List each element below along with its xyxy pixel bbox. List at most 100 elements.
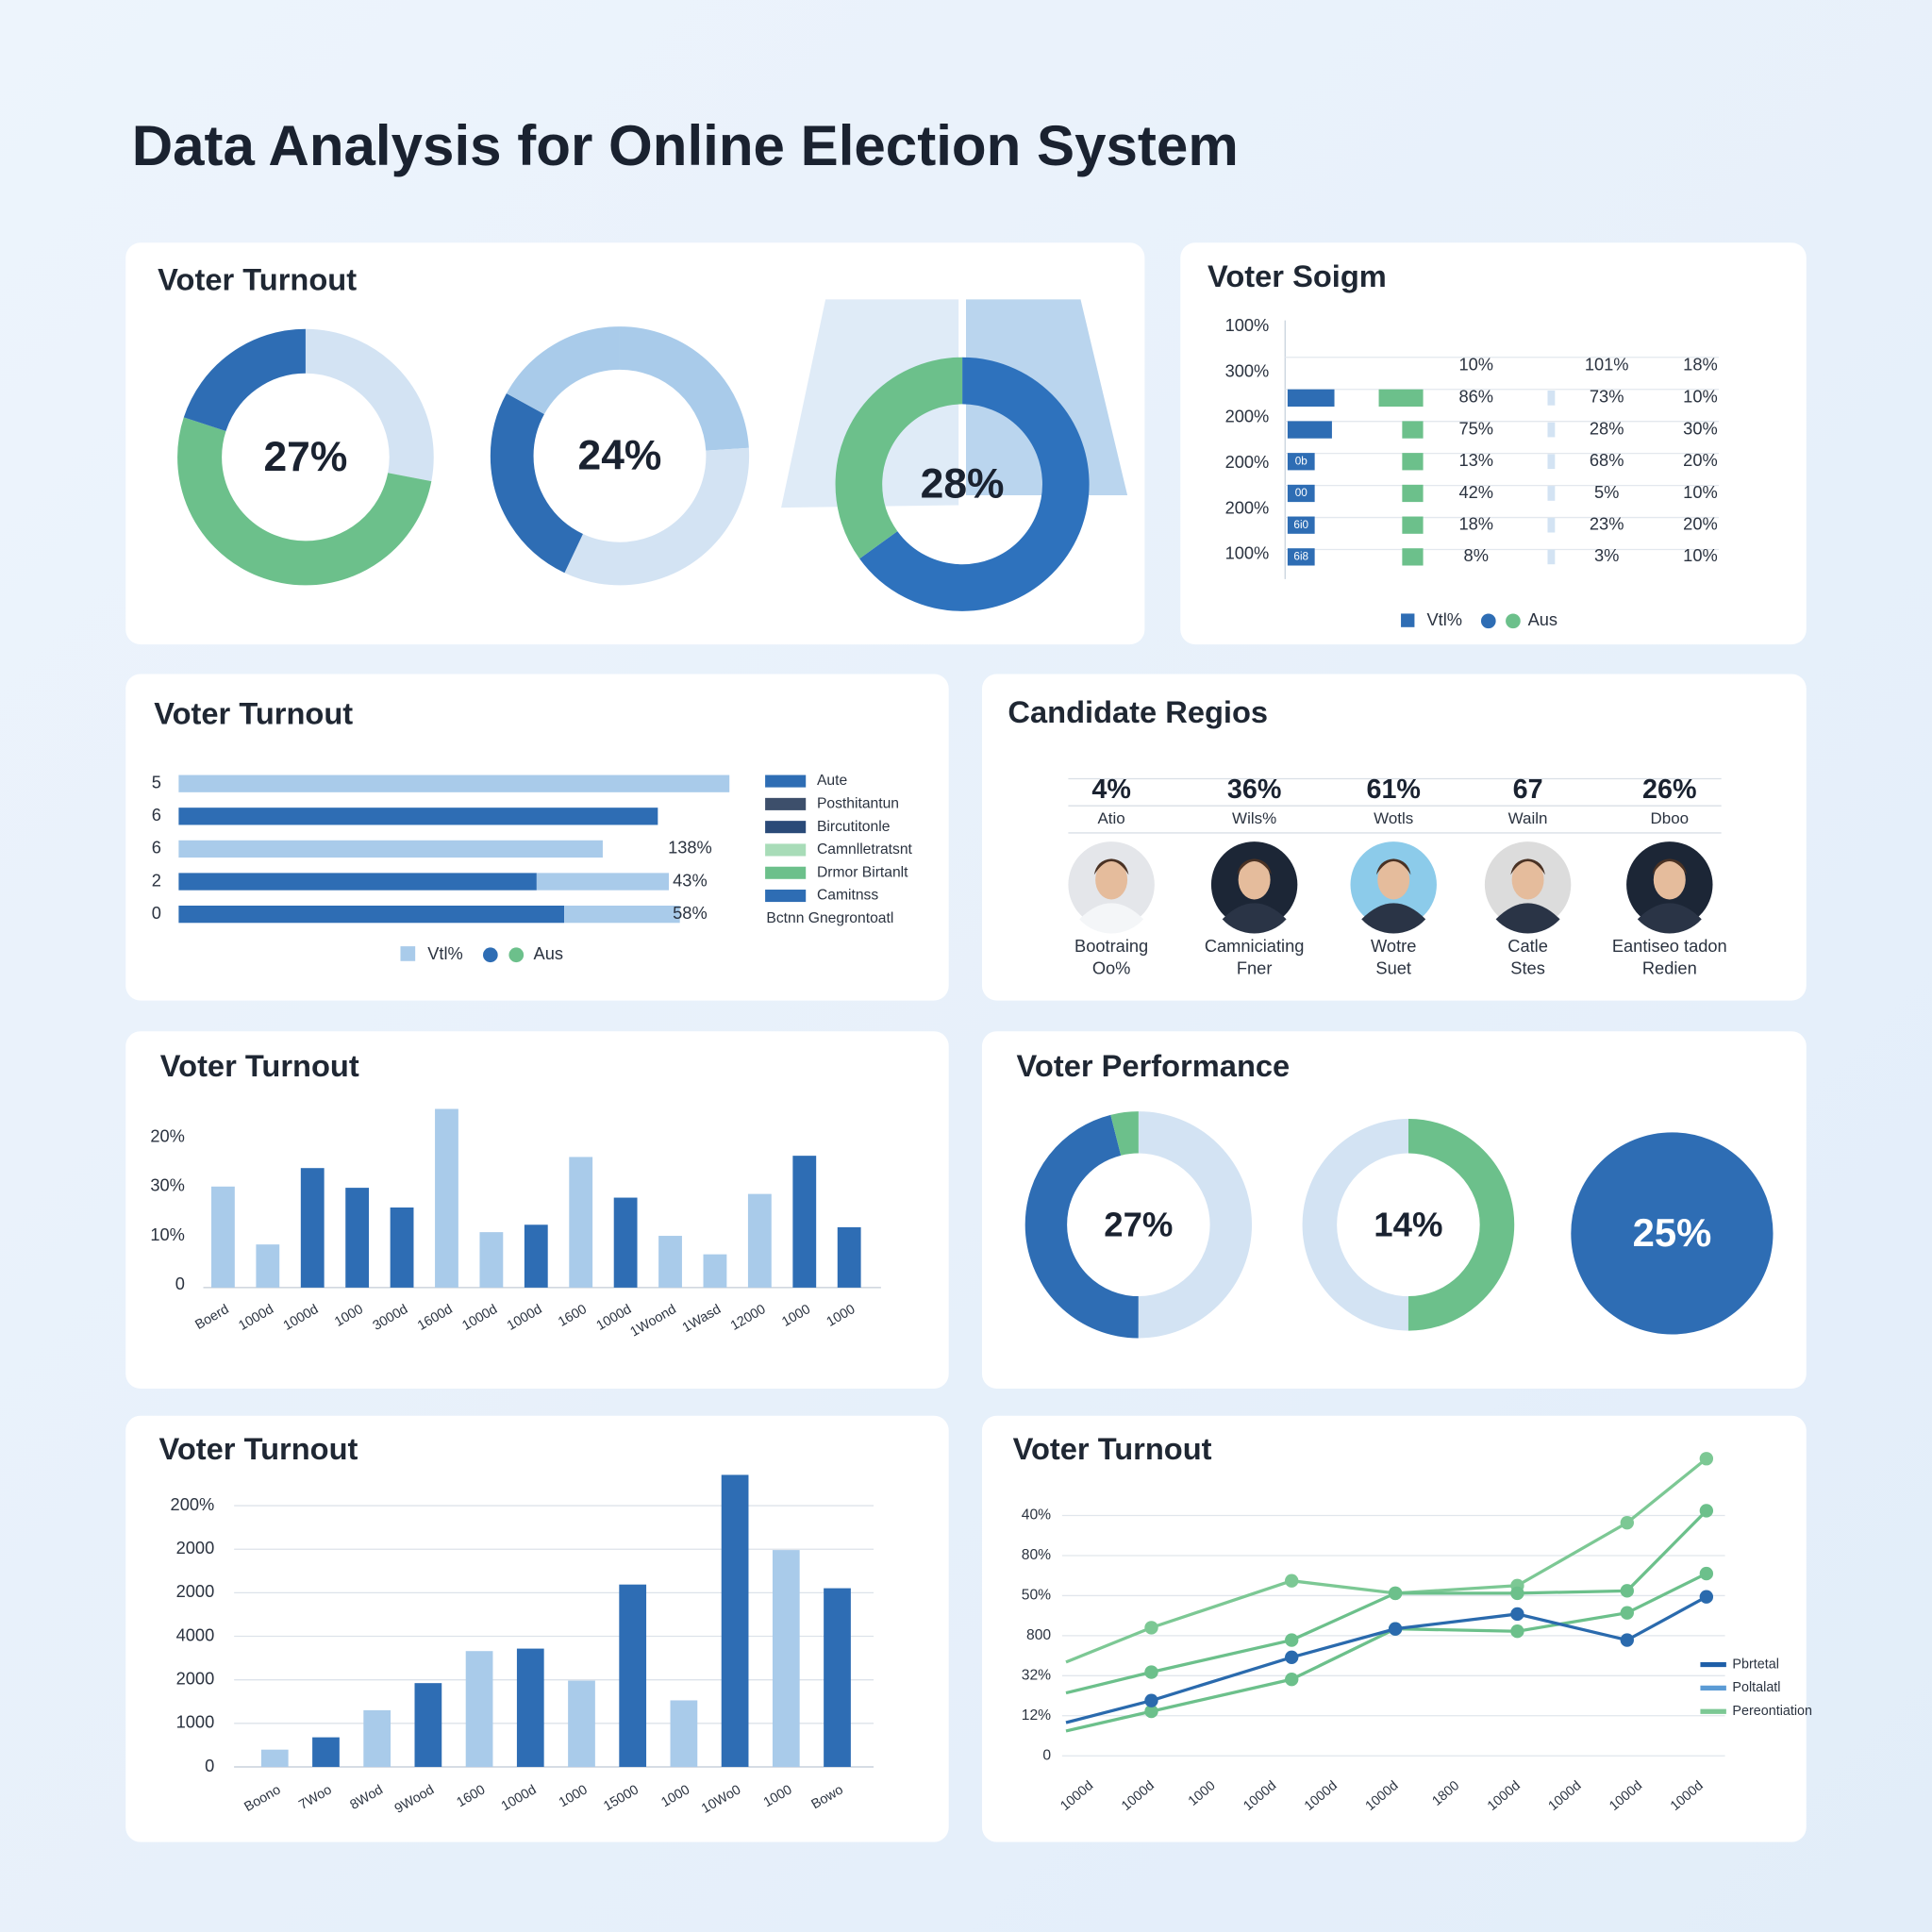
y-label: 2000 (176, 1538, 215, 1557)
candidate-note: Oo% (1092, 958, 1131, 978)
donut-segment (1024, 1111, 1253, 1339)
legend-swatch (508, 947, 525, 963)
cell: 86% (1458, 387, 1493, 407)
donut-center-label: 24% (578, 433, 662, 479)
avatar-head (1377, 859, 1410, 900)
cell: 23% (1590, 513, 1624, 533)
y-label: 200% (171, 1494, 215, 1514)
candidate-sub: Dboo (1651, 809, 1690, 827)
legend-swatch (765, 797, 807, 810)
bar (1402, 548, 1424, 566)
point (1285, 1650, 1299, 1664)
bar-label: 0b (1295, 455, 1308, 467)
donut-center-label: 27% (1104, 1206, 1173, 1244)
legend-label: Aus (1528, 609, 1557, 629)
bar (1287, 484, 1315, 503)
marker (1547, 549, 1556, 565)
cell: 75% (1458, 418, 1493, 438)
candidate-name: Catle (1507, 936, 1548, 956)
donut-center-label: 25% (1633, 1210, 1712, 1255)
marker (1547, 517, 1556, 533)
legend-swatch (765, 774, 807, 788)
legend-swatch (765, 843, 807, 857)
column-header: 101% (1585, 355, 1629, 375)
bar (1287, 453, 1315, 471)
candidate-value: 26% (1642, 774, 1696, 805)
avatar-body (1079, 903, 1144, 934)
bar (435, 1108, 458, 1288)
marker (1547, 486, 1556, 501)
point (1620, 1584, 1634, 1598)
bar (178, 840, 603, 858)
bar (1402, 484, 1424, 503)
legend-label: Pbrtetal (1732, 1657, 1779, 1672)
donut-segment (1024, 1111, 1253, 1339)
candidate-name: Bootraing (1074, 936, 1148, 956)
bar (256, 1244, 280, 1288)
chart-title: Voter Turnout (160, 1048, 359, 1083)
candidate-sub: Atio (1097, 809, 1124, 827)
candidate-name: Camniciating (1205, 936, 1305, 956)
cell: 8% (1464, 545, 1489, 565)
bar (178, 906, 565, 924)
row-note: 43% (673, 870, 708, 890)
bar (1402, 516, 1424, 534)
bar (1287, 421, 1332, 439)
candidate-name: Eantiseo tadon (1612, 936, 1727, 956)
candidate-sub: Wils% (1232, 809, 1276, 827)
avatar-body (1495, 903, 1560, 934)
avatar-body (1637, 903, 1702, 934)
y-tick-label: 6 (152, 805, 161, 824)
cell: 10% (1683, 387, 1718, 407)
bar-label: 6i0 (1293, 519, 1308, 531)
cell: 10% (1683, 482, 1718, 502)
y-label: 32% (1022, 1667, 1051, 1683)
chart-title: Voter Soigm (1208, 258, 1387, 293)
bar (619, 1584, 647, 1767)
bar (479, 1232, 504, 1288)
donut-segment (1571, 1132, 1774, 1335)
bar (345, 1188, 370, 1288)
bar (465, 1651, 493, 1767)
candidate-value: 4% (1091, 774, 1131, 805)
y-label: 50% (1022, 1588, 1051, 1604)
marker (1547, 422, 1556, 438)
legend-swatch (400, 946, 416, 961)
y-tick-label: 2 (152, 870, 161, 890)
avatar-body (1222, 903, 1287, 934)
bar (569, 1157, 593, 1288)
bar (260, 1749, 289, 1767)
bar (658, 1236, 682, 1288)
bar (792, 1156, 817, 1288)
column-header: 10% (1458, 355, 1493, 375)
chart-title: Voter Turnout (1013, 1431, 1212, 1466)
bar (721, 1474, 749, 1767)
bar-label: 6i8 (1293, 550, 1308, 562)
point (1620, 1515, 1634, 1530)
y-label: 0 (175, 1274, 185, 1293)
cell: 20% (1683, 450, 1718, 470)
y-label: 200% (1225, 497, 1270, 517)
point (1144, 1704, 1158, 1719)
bar (1402, 421, 1424, 439)
y-tick-label: 0 (152, 903, 161, 923)
bar (564, 906, 680, 924)
bar (524, 1224, 548, 1288)
y-label: 200% (1225, 452, 1270, 472)
cell: 42% (1458, 482, 1493, 502)
cell: 30% (1683, 418, 1718, 438)
legend-label: Camitnss (817, 888, 878, 904)
chart-title: Voter Performance (1017, 1048, 1291, 1083)
bar (568, 1680, 595, 1767)
point (1699, 1504, 1714, 1518)
donut-segment (490, 326, 750, 586)
legend-label: Bctnn Gnegrontoatl (766, 910, 893, 926)
chart-title: Voter Turnout (158, 1431, 358, 1466)
bar-label: 00 (1295, 487, 1308, 499)
point (1388, 1622, 1403, 1636)
bar (1287, 389, 1335, 408)
bar (772, 1550, 800, 1767)
panel (1180, 242, 1807, 645)
avatar-head (1238, 859, 1271, 900)
